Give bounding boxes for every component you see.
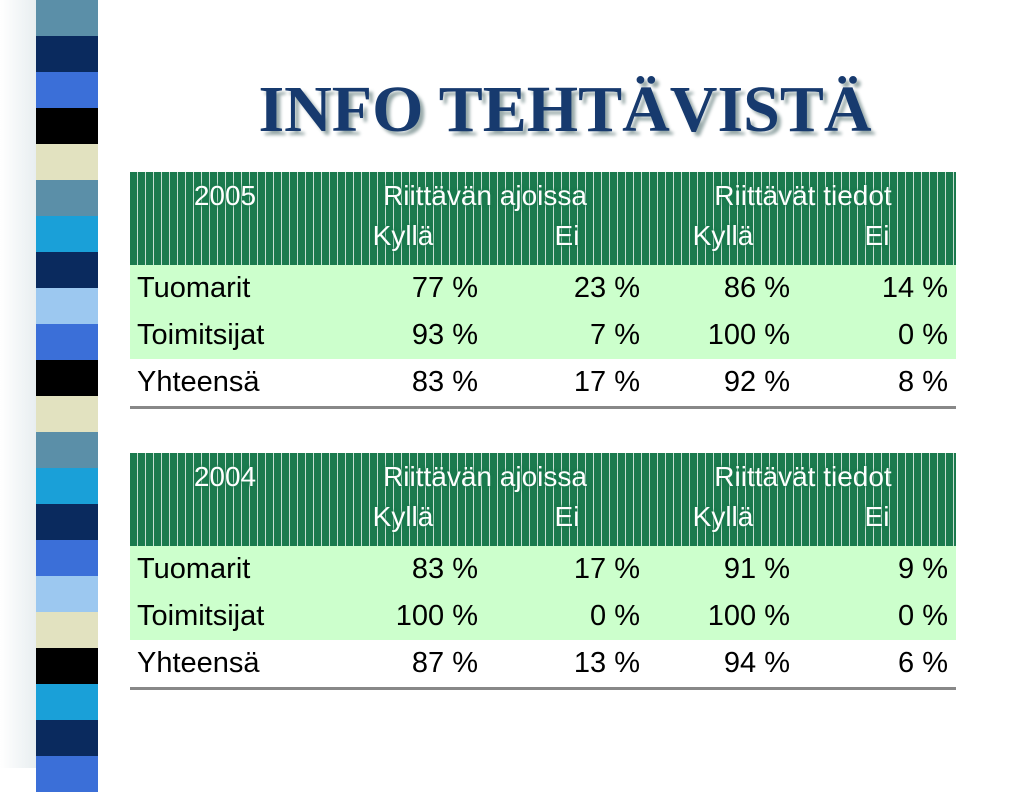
cell-value: 0 % [590, 600, 640, 632]
decor-block [36, 288, 98, 324]
cell-value: 92 % [723, 366, 790, 398]
decor-strip [0, 0, 110, 792]
header-sub: Kyllä [372, 220, 434, 251]
cell-value: 0 % [898, 319, 948, 351]
decor-block [36, 36, 98, 72]
table: 2004 Riittävän ajoissa Riittävät tiedot Kyl… [130, 453, 956, 690]
header-year: 2004 [193, 461, 257, 492]
row-label: Yhteensä [137, 647, 260, 679]
cell-value: 83 % [411, 366, 478, 398]
cell-value: 100 % [395, 600, 478, 632]
cell-value: 100 % [707, 319, 790, 351]
decor-block [36, 144, 98, 180]
decor-block [36, 468, 98, 504]
table-row: Tuomarit 83 % 17 % 91 % 9 % [130, 546, 956, 593]
table-row: Yhteensä 87 % 13 % 94 % 6 % [130, 640, 956, 690]
decor-block [36, 540, 98, 576]
decor-block [36, 432, 98, 468]
decor-block [36, 72, 98, 108]
decor-block [36, 576, 98, 612]
decor-block [36, 0, 98, 36]
header-group: Riittävän ajoissa [383, 180, 587, 211]
cell-value: 13 % [573, 647, 640, 679]
decor-block [36, 720, 98, 756]
decor-block [36, 756, 98, 792]
decor-block [36, 684, 98, 720]
header-sub: Kyllä [692, 220, 754, 251]
slide-title: INFO TEHTÄVISTÄ [258, 73, 872, 146]
cell-value: 0 % [898, 600, 948, 632]
cell-value: 17 % [573, 553, 640, 585]
cell-value: 83 % [411, 553, 478, 585]
decor-block [36, 216, 98, 252]
cell-value: 7 % [590, 319, 640, 351]
slide: INFO TEHTÄVISTÄ (() => { const data = JS… [0, 0, 956, 792]
cell-value: 91 % [723, 553, 790, 585]
decor-block [36, 252, 98, 288]
cell-value: 6 % [898, 647, 948, 679]
cell-value: 8 % [898, 366, 948, 398]
table-row: Toimitsijat 100 % 0 % 100 % 0 % [130, 593, 956, 640]
table-row: Yhteensä 83 % 17 % 92 % 8 % [130, 359, 956, 409]
header-year: 2005 [193, 180, 257, 211]
cell-value: 23 % [573, 272, 640, 304]
decor-block [36, 396, 98, 432]
decor-block [36, 324, 98, 360]
table: 2005 Riittävän ajoissa Riittävät tiedot Kyl… [130, 172, 956, 409]
table-row: Toimitsijat 93 % 7 % 100 % 0 % [130, 312, 956, 359]
row-label: Toimitsijat [137, 600, 265, 632]
header-sub: Kyllä [692, 501, 754, 532]
decor-block [36, 180, 98, 216]
header-group: Riittävät tiedot [714, 180, 892, 211]
decor-block [36, 648, 98, 684]
header-sub: Kyllä [372, 501, 434, 532]
table-header [130, 453, 956, 546]
decor-band [0, 0, 36, 768]
row-label: Tuomarit [137, 553, 251, 585]
decor-block [36, 612, 98, 648]
cell-value: 77 % [411, 272, 478, 304]
cell-value: 14 % [881, 272, 948, 304]
decor-block [36, 108, 98, 144]
header-sub: Ei [554, 501, 580, 532]
header-group: Riittävät tiedot [714, 461, 892, 492]
header-sub: Ei [554, 220, 580, 251]
row-label: Tuomarit [137, 272, 251, 304]
cell-value: 86 % [723, 272, 790, 304]
table-row: Tuomarit 77 % 23 % 86 % 14 % [130, 265, 956, 312]
cell-value: 9 % [898, 553, 948, 585]
decor-block [36, 504, 98, 540]
header-sub: Ei [864, 220, 890, 251]
cell-value: 87 % [411, 647, 478, 679]
table-header [130, 172, 956, 265]
header-group: Riittävän ajoissa [383, 461, 587, 492]
cell-value: 17 % [573, 366, 640, 398]
row-label: Toimitsijat [137, 319, 265, 351]
decor-block [36, 360, 98, 396]
cell-value: 94 % [723, 647, 790, 679]
row-label: Yhteensä [137, 366, 260, 398]
cell-value: 93 % [411, 319, 478, 351]
header-sub: Ei [864, 501, 890, 532]
cell-value: 100 % [707, 600, 790, 632]
